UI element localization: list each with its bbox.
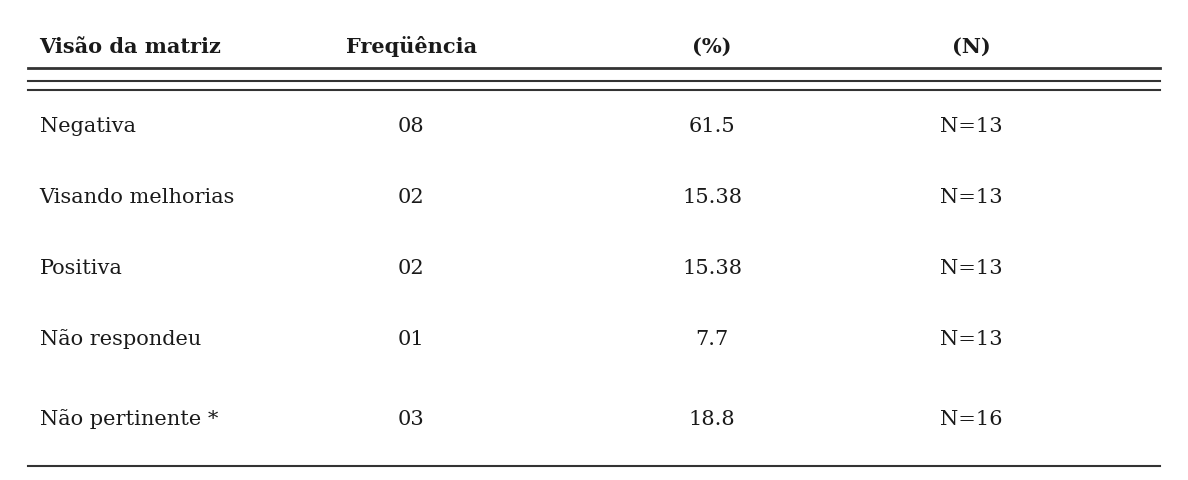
Text: 03: 03 xyxy=(398,410,424,429)
Text: N=13: N=13 xyxy=(940,188,1003,207)
Text: N=16: N=16 xyxy=(940,410,1003,429)
Text: Visão da matriz: Visão da matriz xyxy=(39,36,221,57)
Text: Negativa: Negativa xyxy=(39,117,135,136)
Text: Não respondeu: Não respondeu xyxy=(39,329,201,349)
Text: Não pertinente *: Não pertinente * xyxy=(39,409,217,429)
Text: 15.38: 15.38 xyxy=(682,188,742,207)
Text: 7.7: 7.7 xyxy=(695,330,728,348)
Text: N=13: N=13 xyxy=(940,117,1003,136)
Text: 61.5: 61.5 xyxy=(689,117,735,136)
Text: (N): (N) xyxy=(952,36,991,57)
Text: N=13: N=13 xyxy=(940,259,1003,278)
Text: 02: 02 xyxy=(398,188,424,207)
Text: 08: 08 xyxy=(398,117,424,136)
Text: N=13: N=13 xyxy=(940,330,1003,348)
Text: 15.38: 15.38 xyxy=(682,259,742,278)
Text: Freqüência: Freqüência xyxy=(346,36,476,57)
Text: 02: 02 xyxy=(398,259,424,278)
Text: 18.8: 18.8 xyxy=(689,410,735,429)
Text: Visando melhorias: Visando melhorias xyxy=(39,188,235,207)
Text: Positiva: Positiva xyxy=(39,259,122,278)
Text: (%): (%) xyxy=(693,36,732,57)
Text: 01: 01 xyxy=(398,330,424,348)
